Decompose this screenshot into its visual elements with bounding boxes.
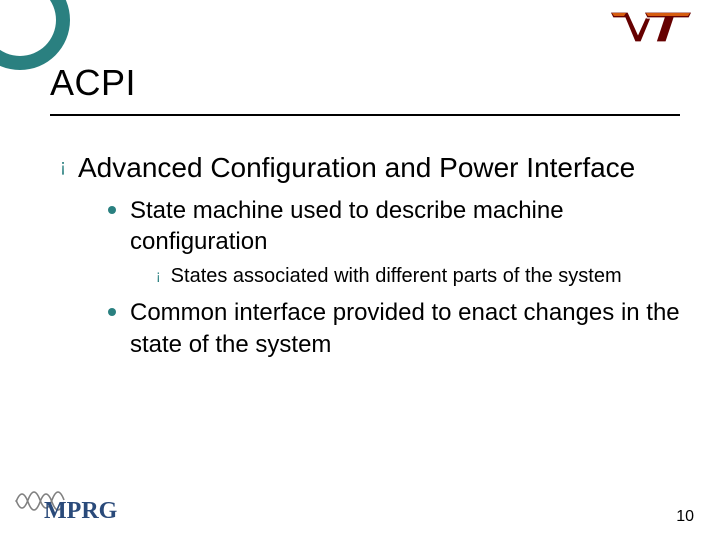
bullet-level-3: ¡ States associated with different parts… bbox=[156, 263, 680, 289]
bullet-text: Common interface provided to enact chang… bbox=[130, 297, 680, 359]
title-area: ACPI bbox=[50, 62, 680, 116]
page-number: 10 bbox=[676, 508, 694, 526]
mprg-text: MPRG bbox=[44, 498, 118, 524]
title-underline bbox=[50, 114, 680, 116]
vt-logo bbox=[608, 8, 698, 46]
hollow-circle-bullet-icon: ¡ bbox=[60, 156, 66, 177]
mprg-logo: MPRG bbox=[14, 478, 134, 524]
slide-title: ACPI bbox=[50, 62, 680, 104]
bullet-level-2: Common interface provided to enact chang… bbox=[108, 297, 680, 359]
filled-circle-bullet-icon bbox=[108, 206, 116, 214]
hollow-circle-bullet-icon: ¡ bbox=[156, 267, 161, 283]
body-area: ¡ Advanced Configuration and Power Inter… bbox=[60, 150, 680, 366]
bullet-text: Advanced Configuration and Power Interfa… bbox=[78, 150, 635, 185]
slide: ACPI ¡ Advanced Configuration and Power … bbox=[0, 0, 720, 540]
corner-decoration bbox=[0, 0, 70, 70]
bullet-level-2: State machine used to describe machine c… bbox=[108, 195, 680, 257]
filled-circle-bullet-icon bbox=[108, 308, 116, 316]
bullet-level-1: ¡ Advanced Configuration and Power Inter… bbox=[60, 150, 680, 185]
bullet-text: States associated with different parts o… bbox=[171, 263, 622, 289]
bullet-text: State machine used to describe machine c… bbox=[130, 195, 680, 257]
